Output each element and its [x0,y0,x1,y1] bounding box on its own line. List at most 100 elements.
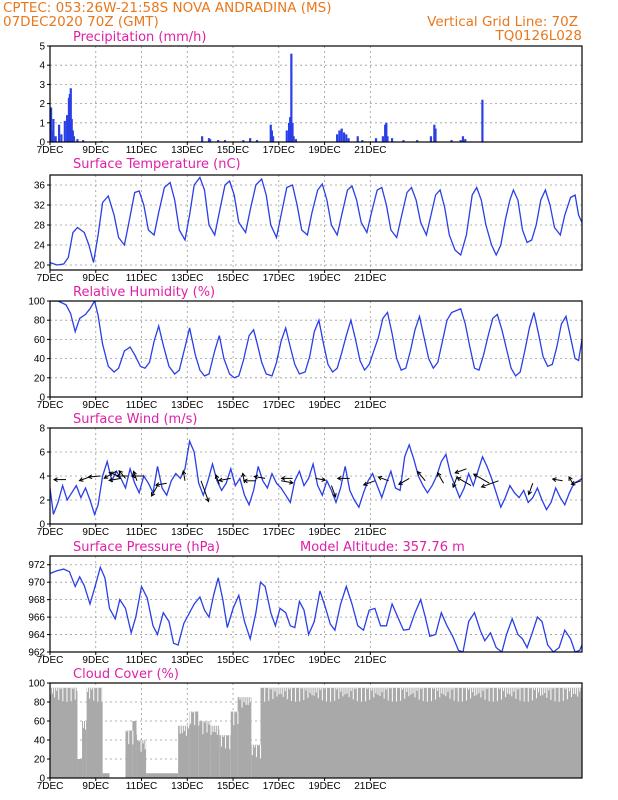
cloud-gap [233,711,235,726]
cloud-gap [183,725,185,731]
precip-bar [292,136,295,142]
wind-arrow-shaft [151,485,158,497]
cloud-gap [192,711,194,713]
cloud-gap [540,687,542,696]
cloud-gap [480,687,482,698]
cloud-gap [255,744,257,758]
wind-arrow [472,473,490,484]
wind-arrow-shaft [109,477,122,481]
wind-arrow-head [242,478,248,484]
wind-arrow-shaft [88,475,101,478]
cloud-bar [86,687,103,778]
wind-arrow [527,483,534,496]
wind-arrow-head [241,472,246,478]
wind-arrow [181,469,187,481]
temp-line [50,176,582,266]
cloud-gap [441,687,443,694]
wind-arrow [241,472,246,484]
precip-bar [51,130,54,142]
wind-arrow-head [551,477,557,482]
cloud-gap [206,721,208,733]
precip-bar [416,140,419,142]
cloud-gap [247,697,249,705]
model-code: TQ0126L028 [494,28,582,44]
pressure-xtick-label: 9DEC [82,655,109,666]
cloud-gap [350,687,352,692]
wind-arrow-shaft [118,470,126,479]
cloud-bar [50,687,78,778]
cloud-gap [529,687,531,689]
precip-bar [434,128,437,142]
cloud-gap [433,687,435,689]
cloud-gap [253,744,255,748]
cloud-gap [509,687,511,695]
pressure-ytick-label: 968 [28,595,45,606]
precip-frame [49,45,583,143]
cloud-gap [369,687,371,700]
humidity-xtick-label: 15DEC [217,400,249,411]
cloud-gap [290,687,292,702]
cloud-gap [507,687,509,694]
wind-xtick-label: 7DEC [37,527,64,538]
cloud-gap [402,687,404,690]
cloud-gap [511,687,513,697]
pressure-xtick-label: 19DEC [308,655,340,666]
cloud-gap [295,687,297,702]
cloud-ytick-label: 40 [34,736,46,747]
wind-arrow-shaft [437,472,444,484]
humidity-panel: 0 20 40 60 80 100 7DEC 9DEC 11DEC 13DEC 15DEC 17DEC… [28,297,583,411]
cloud-gap [235,711,237,713]
humidity-xtick-label: 7DEC [37,400,64,411]
cloud-gap [344,687,346,695]
temp-frame [49,174,583,271]
wind-arrow-head [321,477,327,482]
precip-bar [402,140,405,142]
cloud-ytick-label: 0 [39,774,45,785]
wind-arrow-head [416,470,422,476]
wind-arrow [78,476,90,482]
cloud-cover-title: Cloud Cover (%) [73,667,179,682]
wind-arrow-shaft [155,482,167,486]
wind-arrow-shaft [456,477,472,487]
wind-arrow [480,480,499,489]
cloud-gap [356,687,358,702]
wind-arrow-shaft [417,471,426,482]
cloud-gap [301,687,303,689]
cloud-gap [245,697,247,705]
precip-xtick-label: 21DEC [354,145,386,156]
wind-arrow-head [87,474,93,480]
humidity-xtick-label: 13DEC [171,400,203,411]
cloud-gap [410,687,412,695]
cloud-gap [93,687,95,701]
cloud-gap [478,687,480,694]
humidity-ytick-label: 60 [34,335,46,346]
cloud-bar [237,697,252,778]
precip-ytick-label: 5 [39,42,45,53]
wind-arrow [151,485,158,497]
cloud-bar [146,773,179,778]
pressure-xtick-label: 11DEC [126,655,158,666]
cloud-gap [128,730,130,745]
temp-ytick-label: 36 [34,181,46,192]
wind-arrow [456,477,472,487]
cloud-gap [210,725,212,735]
wind-xtick-label: 19DEC [308,527,340,538]
cloud-xtick-label: 19DEC [308,781,340,792]
cloud-gap [142,740,144,744]
temp-ytick-label: 28 [34,221,46,232]
cloud-gap [544,687,546,693]
cloud-xtick-label: 13DEC [171,781,203,792]
cloud-gap [395,687,397,702]
wind-arrow-shaft [481,480,499,488]
cloud-gap [457,687,459,702]
wind-arrow-shaft [398,477,410,485]
wind-xtick-label: 21DEC [354,527,386,538]
cloud-gap [62,687,64,702]
cloud-gap [87,687,89,692]
cloud-gap [307,687,309,698]
wind-arrow-head [472,473,478,478]
temperature-title: Surface Temperature (nC) [73,157,241,172]
cloud-gap [377,687,379,695]
cloud-gap [274,687,276,692]
cloud-gap [222,735,224,737]
